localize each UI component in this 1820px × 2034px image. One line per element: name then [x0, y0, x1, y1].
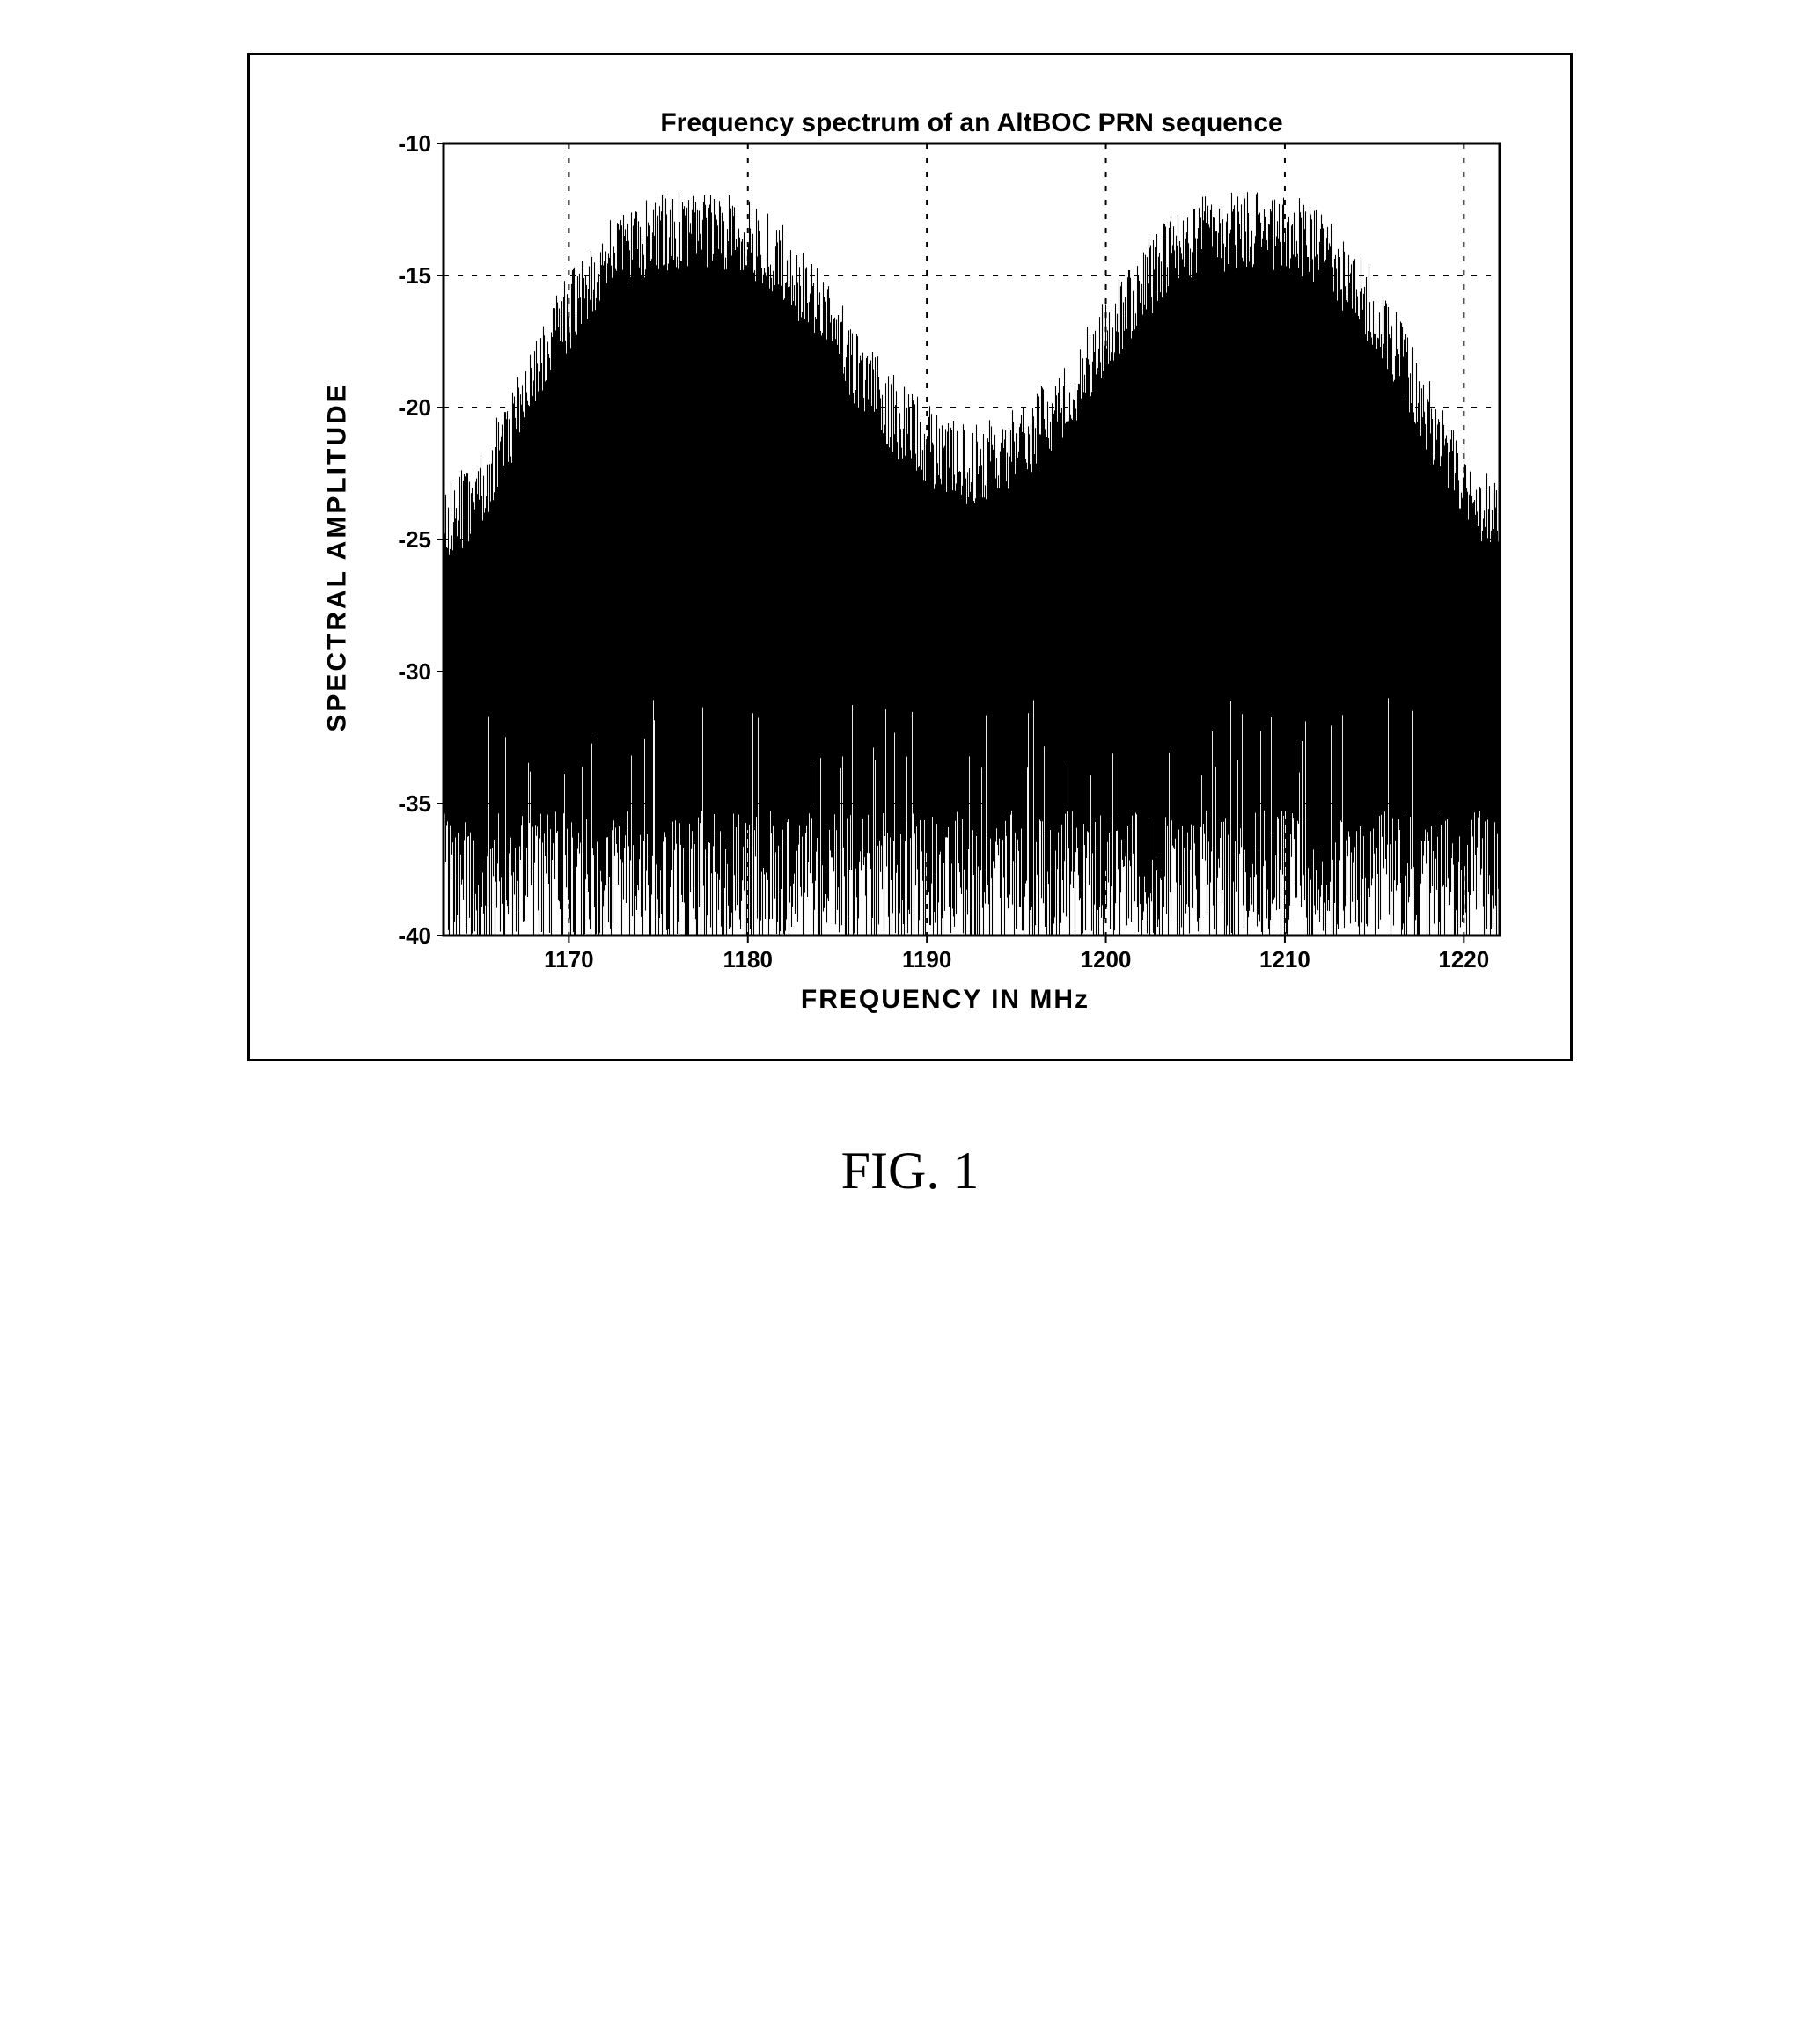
plot-wrap: Frequency spectrum of an AltBOC PRN sequ…	[373, 99, 1517, 1015]
y-tick-label: -10	[398, 130, 431, 157]
y-tick-label: -30	[398, 658, 431, 685]
spectrum-plot: Frequency spectrum of an AltBOC PRN sequ…	[373, 99, 1517, 980]
x-tick-label: 1210	[1259, 946, 1310, 973]
figure-caption: FIG. 1	[841, 1141, 980, 1201]
x-tick-label: 1170	[544, 946, 593, 973]
x-tick-label: 1220	[1438, 946, 1489, 973]
x-tick-label: 1180	[723, 946, 773, 973]
x-tick-label: 1190	[902, 946, 951, 973]
y-axis-label-container: SPECTRAL AMPLITUDE	[303, 542, 373, 572]
x-axis-label: FREQUENCY IN MHz	[801, 985, 1090, 1015]
signal-group	[444, 192, 1500, 955]
chart-outer-frame: SPECTRAL AMPLITUDE Frequency spectrum of…	[247, 53, 1573, 1061]
x-tick-label: 1200	[1081, 946, 1132, 973]
y-tick-label: -25	[398, 526, 431, 553]
y-tick-label: -20	[398, 394, 431, 421]
y-tick-label: -35	[398, 790, 431, 817]
y-axis-label: SPECTRAL AMPLITUDE	[323, 382, 353, 731]
y-tick-label: -40	[398, 922, 431, 949]
chart-title: Frequency spectrum of an AltBOC PRN sequ…	[660, 108, 1282, 137]
y-tick-label: -15	[398, 262, 431, 289]
